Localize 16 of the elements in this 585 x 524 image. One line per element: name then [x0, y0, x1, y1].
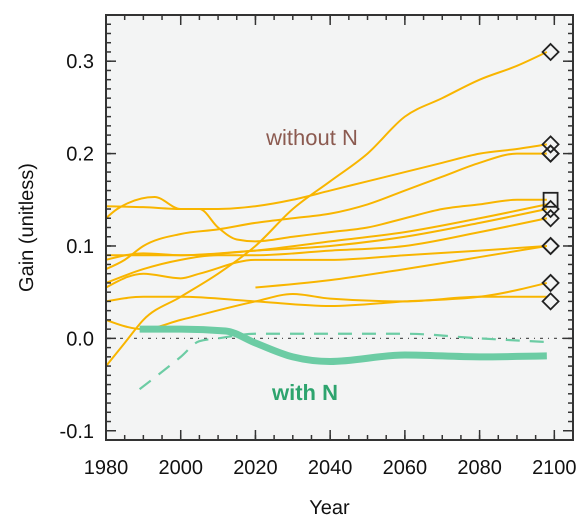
x-tick-label: 2100 — [532, 457, 577, 479]
annotation: with N — [271, 380, 338, 405]
y-tick-label: 0.2 — [66, 144, 94, 166]
y-tick-label: -0.1 — [60, 420, 94, 443]
x-axis-title: Year — [309, 497, 350, 519]
x-tick-label: 2080 — [457, 457, 502, 479]
x-tick-label: 2020 — [233, 457, 278, 479]
y-tick-label: 0.0 — [66, 328, 94, 350]
x-tick-label: 2000 — [158, 457, 203, 479]
x-tick-label: 2060 — [382, 457, 428, 479]
y-axis-title: Gain (unitless) — [16, 163, 38, 292]
x-tick-label: 1980 — [84, 457, 128, 479]
y-tick-label: 0.1 — [66, 236, 94, 258]
annotation: without N — [265, 125, 358, 150]
y-tick-label: 0.3 — [66, 51, 94, 74]
x-tick-label: 2040 — [308, 457, 352, 479]
